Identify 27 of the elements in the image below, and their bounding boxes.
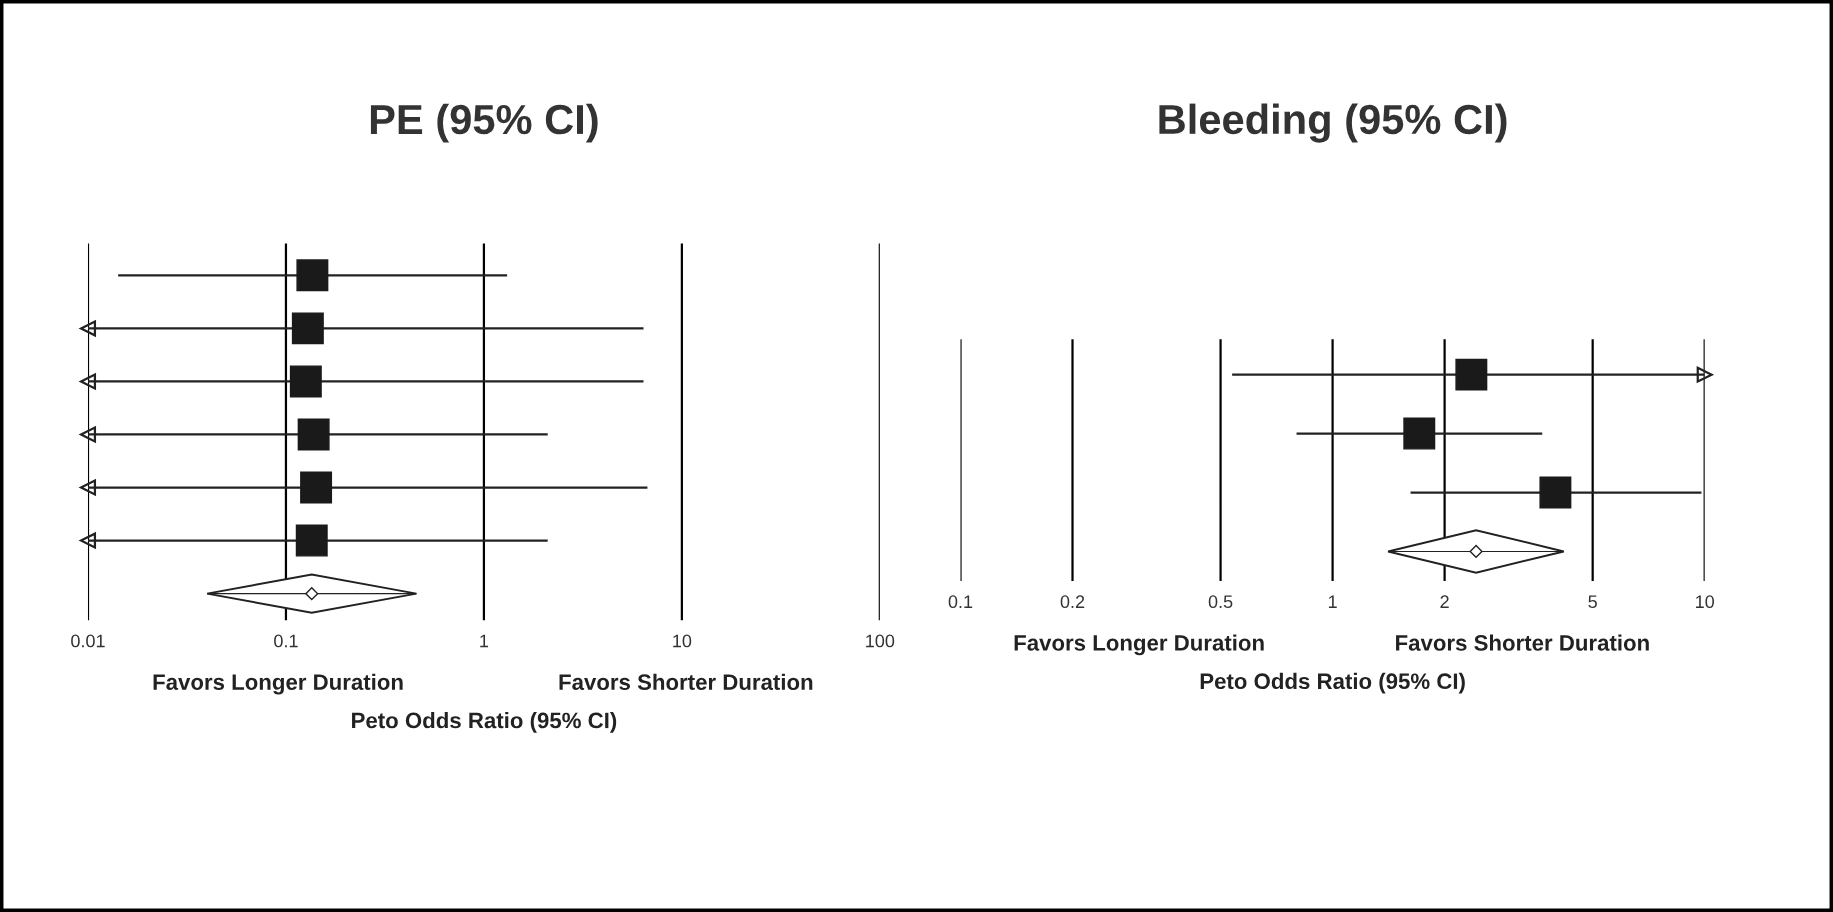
- x-axis-title: Peto Odds Ratio (95% CI): [1200, 672, 1465, 694]
- text: Favors Shorter Duration: [1396, 634, 1649, 651]
- text: Favors Shorter Duration: [559, 673, 813, 691]
- point: [296, 259, 329, 292]
- x-tick-label: 10: [1696, 595, 1715, 609]
- x-tick-label: 0.1: [274, 634, 298, 648]
- x-tick-label: 2: [1440, 595, 1449, 608]
- point: [291, 312, 324, 345]
- x-tick-label: 10: [673, 634, 692, 648]
- x-tick-label: 1: [480, 634, 489, 648]
- x-axis-title: Peto Odds Ratio (95% CI): [352, 711, 617, 733]
- x-tick-label: 0.2: [1060, 595, 1085, 609]
- chart-title: Bleeding (95% CI): [1159, 103, 1507, 143]
- point: [297, 418, 330, 451]
- chart-title: PE (95% CI): [370, 103, 598, 143]
- point: [305, 587, 319, 601]
- x-tick-label: 0.1: [948, 595, 973, 609]
- point: [300, 471, 333, 504]
- text: Favors Longer Duration: [1014, 634, 1264, 656]
- x-tick-label: 100: [866, 634, 895, 648]
- text: Favors Longer Duration: [153, 673, 403, 695]
- x-tick-label: 0.01: [71, 634, 105, 648]
- point: [295, 524, 328, 557]
- x-tick-label: 1: [1328, 595, 1337, 608]
- x-tick-label: 0.5: [1208, 595, 1233, 609]
- point: [289, 365, 322, 398]
- x-tick-label: 5: [1588, 595, 1597, 609]
